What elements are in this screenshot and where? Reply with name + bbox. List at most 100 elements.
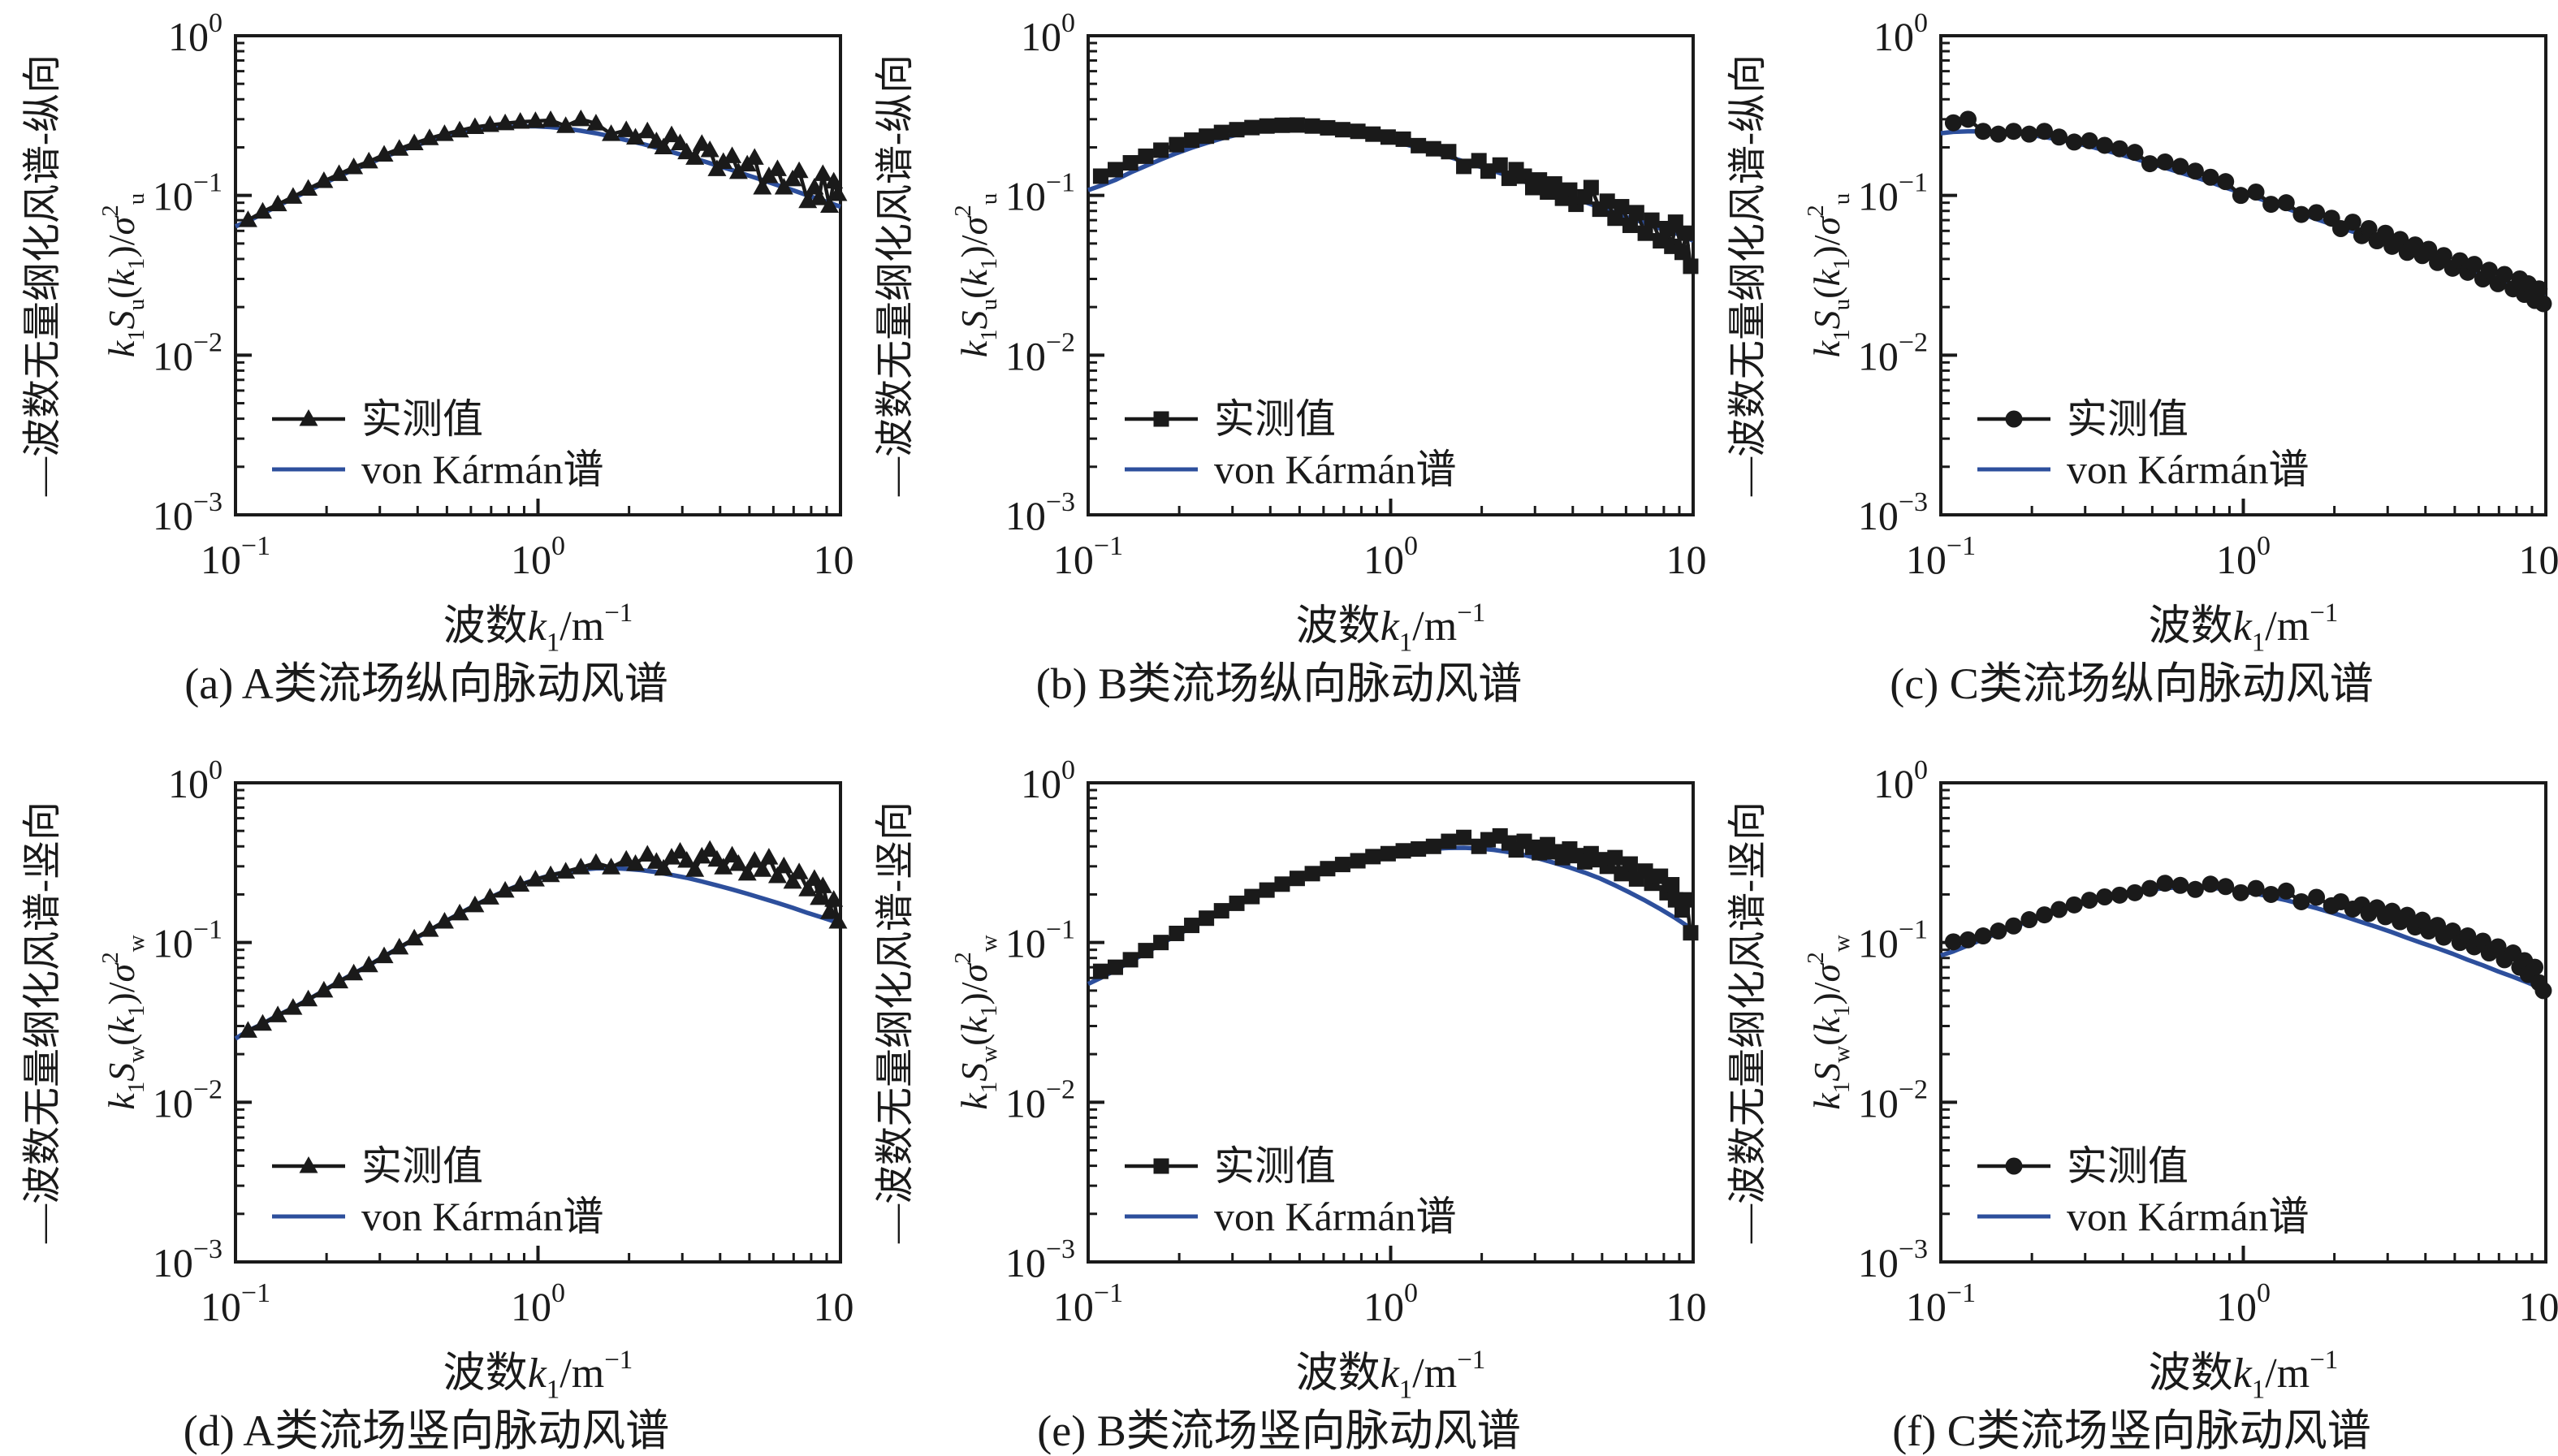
svg-text:101: 101 xyxy=(2519,1278,2558,1329)
legend: 实测值 von Kármán谱 xyxy=(1977,1143,2310,1239)
svg-text:10−1: 10−1 xyxy=(201,531,270,582)
svg-text:100: 100 xyxy=(168,755,223,806)
svg-text:10−1: 10−1 xyxy=(1906,531,1976,582)
svg-text:10−1: 10−1 xyxy=(1005,915,1075,966)
svg-text:10−2: 10−2 xyxy=(1858,1074,1928,1125)
legend-model-label: von Kármán谱 xyxy=(2067,1194,2310,1239)
svg-text:100: 100 xyxy=(1873,755,1928,806)
y-axis-label-chinese: —波数无量纲化风谱-纵向 xyxy=(21,54,64,497)
measured-series xyxy=(1944,110,2552,313)
subplot-c: 10−1 100 101 100 10−1 10−2 10−3 实测值 von Kármán谱波… xyxy=(1705,0,2558,728)
y-axis-label-chinese: —波数无量纲化风谱-竖向 xyxy=(874,801,917,1244)
legend-measured-label: 实测值 xyxy=(1214,1143,1336,1189)
legend-model-label: von Kármán谱 xyxy=(361,1194,604,1239)
svg-text:10−2: 10−2 xyxy=(1005,327,1075,378)
svg-text:10−1: 10−1 xyxy=(153,915,223,966)
tick-labels: 10−1 100 101 100 10−1 10−2 10−3 xyxy=(153,755,853,1329)
svg-text:10−1: 10−1 xyxy=(201,1278,270,1329)
subplot-c-caption: (c) C类流场纵向脉动风谱 xyxy=(1890,659,2374,708)
measured-series xyxy=(1092,827,1699,979)
legend-measured-label: 实测值 xyxy=(361,1143,483,1189)
y-axis-label-formula: k1Su(k1)/σ2u xyxy=(950,193,1002,357)
legend-model-label: von Kármán谱 xyxy=(2067,447,2310,492)
subplot-d-caption: (d) A类流场竖向脉动风谱 xyxy=(183,1406,670,1455)
svg-text:10−1: 10−1 xyxy=(1858,168,1928,219)
svg-text:10−1: 10−1 xyxy=(1053,1278,1123,1329)
subplot-e-plot: 10−1 100 101 100 10−1 10−2 10−3 实测值 von Kármán谱波… xyxy=(874,755,1705,1405)
svg-text:10−1: 10−1 xyxy=(1858,915,1928,966)
svg-text:10−3: 10−3 xyxy=(153,1234,223,1285)
x-axis-label: 波数k1/m−1 xyxy=(1296,598,1486,657)
legend-model-label: von Kármán谱 xyxy=(1214,447,1457,492)
legend: 实测值 von Kármán谱 xyxy=(1125,1143,1457,1239)
svg-text:101: 101 xyxy=(1666,1278,1706,1329)
svg-text:10−1: 10−1 xyxy=(1005,168,1075,219)
legend-measured-label: 实测值 xyxy=(361,396,483,442)
subplot-b-caption: (b) B类流场纵向脉动风谱 xyxy=(1035,659,1523,708)
axes xyxy=(1087,781,1695,1264)
svg-text:101: 101 xyxy=(814,531,853,582)
y-axis-label-formula: k1Sw(k1)/σ2w xyxy=(950,935,1002,1109)
axes xyxy=(234,34,842,516)
svg-text:100: 100 xyxy=(2216,1278,2271,1329)
measured-series xyxy=(238,840,848,1038)
legend: 实测值 von Kármán谱 xyxy=(272,1143,604,1239)
subplot-f-plot: 10−1 100 101 100 10−1 10−2 10−3 实测值 von Kármán谱波… xyxy=(1726,755,2558,1405)
subplot-c-plot: 10−1 100 101 100 10−1 10−2 10−3 实测值 von Kármán谱波… xyxy=(1726,8,2558,658)
legend-model-label: von Kármán谱 xyxy=(361,447,604,492)
subplot-f: 10−1 100 101 100 10−1 10−2 10−3 实测值 von Kármán谱波… xyxy=(1705,728,2558,1456)
svg-text:10−3: 10−3 xyxy=(1005,1234,1075,1285)
subplot-d-plot: 10−1 100 101 100 10−1 10−2 10−3 实测值 von Kármán谱波… xyxy=(21,755,853,1405)
legend: 实测值 von Kármán谱 xyxy=(272,396,604,492)
svg-text:100: 100 xyxy=(168,8,223,59)
svg-text:100: 100 xyxy=(1873,8,1928,59)
tick-labels: 10−1 100 101 100 10−1 10−2 10−3 xyxy=(1858,755,2558,1329)
svg-text:10−3: 10−3 xyxy=(1858,1234,1928,1285)
y-axis-label-chinese: —波数无量纲化风谱-纵向 xyxy=(874,54,917,497)
svg-text:10−2: 10−2 xyxy=(153,1074,223,1125)
svg-text:10−3: 10−3 xyxy=(153,487,223,538)
subplot-e-caption: (e) B类流场竖向脉动风谱 xyxy=(1037,1406,1521,1455)
svg-text:100: 100 xyxy=(511,1278,565,1329)
svg-text:100: 100 xyxy=(1363,531,1418,582)
svg-text:10−3: 10−3 xyxy=(1858,487,1928,538)
legend: 实测值 von Kármán谱 xyxy=(1125,396,1457,492)
svg-text:101: 101 xyxy=(1666,531,1706,582)
svg-text:10−2: 10−2 xyxy=(1005,1074,1075,1125)
y-axis-label-formula: k1Su(k1)/σ2u xyxy=(97,193,149,357)
svg-text:101: 101 xyxy=(814,1278,853,1329)
tick-labels: 10−1 100 101 100 10−1 10−2 10−3 xyxy=(1005,755,1705,1329)
subplot-b-plot: 10−1 100 101 100 10−1 10−2 10−3 实测值 von Kármán谱波… xyxy=(874,8,1706,658)
y-axis-label-formula: k1Sw(k1)/σ2w xyxy=(97,935,149,1109)
y-axis-label-formula: k1Sw(k1)/σ2w xyxy=(1803,935,1855,1109)
measured-series xyxy=(1944,875,2552,1000)
subplot-d: 10−1 100 101 100 10−1 10−2 10−3 实测值 von Kármán谱波… xyxy=(0,728,853,1456)
svg-text:10−1: 10−1 xyxy=(153,168,223,219)
y-axis-label-chinese: —波数无量纲化风谱-竖向 xyxy=(1726,801,1769,1244)
svg-text:100: 100 xyxy=(1363,1278,1418,1329)
subplot-a: 10−1 100 101 100 10−1 10−2 10−3 实测值 von Kármán谱波… xyxy=(0,0,853,728)
tick-labels: 10−1 100 101 100 10−1 10−2 10−3 xyxy=(1858,8,2558,582)
x-axis-label: 波数k1/m−1 xyxy=(2149,1346,2339,1404)
svg-text:101: 101 xyxy=(2519,531,2558,582)
legend: 实测值 von Kármán谱 xyxy=(1977,396,2310,492)
subplot-a-caption: (a) A类流场纵向脉动风谱 xyxy=(184,659,668,708)
subplot-a-plot: 10−1 100 101 100 10−1 10−2 10−3 实测值 von Kármán谱波… xyxy=(21,8,853,658)
svg-text:100: 100 xyxy=(2216,531,2271,582)
svg-text:100: 100 xyxy=(1021,8,1075,59)
legend-measured-label: 实测值 xyxy=(1214,396,1336,442)
axes xyxy=(1087,34,1695,516)
axes xyxy=(234,781,842,1264)
svg-text:10−2: 10−2 xyxy=(1858,327,1928,378)
x-axis-label: 波数k1/m−1 xyxy=(2149,598,2339,657)
subplot-e: 10−1 100 101 100 10−1 10−2 10−3 实测值 von Kármán谱波… xyxy=(853,728,1705,1456)
subplot-b: 10−1 100 101 100 10−1 10−2 10−3 实测值 von Kármán谱波… xyxy=(853,0,1705,728)
svg-text:10−1: 10−1 xyxy=(1053,531,1123,582)
svg-text:10−2: 10−2 xyxy=(153,327,223,378)
svg-text:100: 100 xyxy=(511,531,565,582)
legend-model-label: von Kármán谱 xyxy=(1214,1194,1457,1239)
measured-series xyxy=(1092,117,1699,274)
y-axis-label-chinese: —波数无量纲化风谱-纵向 xyxy=(1726,54,1769,497)
measured-series xyxy=(238,109,848,227)
